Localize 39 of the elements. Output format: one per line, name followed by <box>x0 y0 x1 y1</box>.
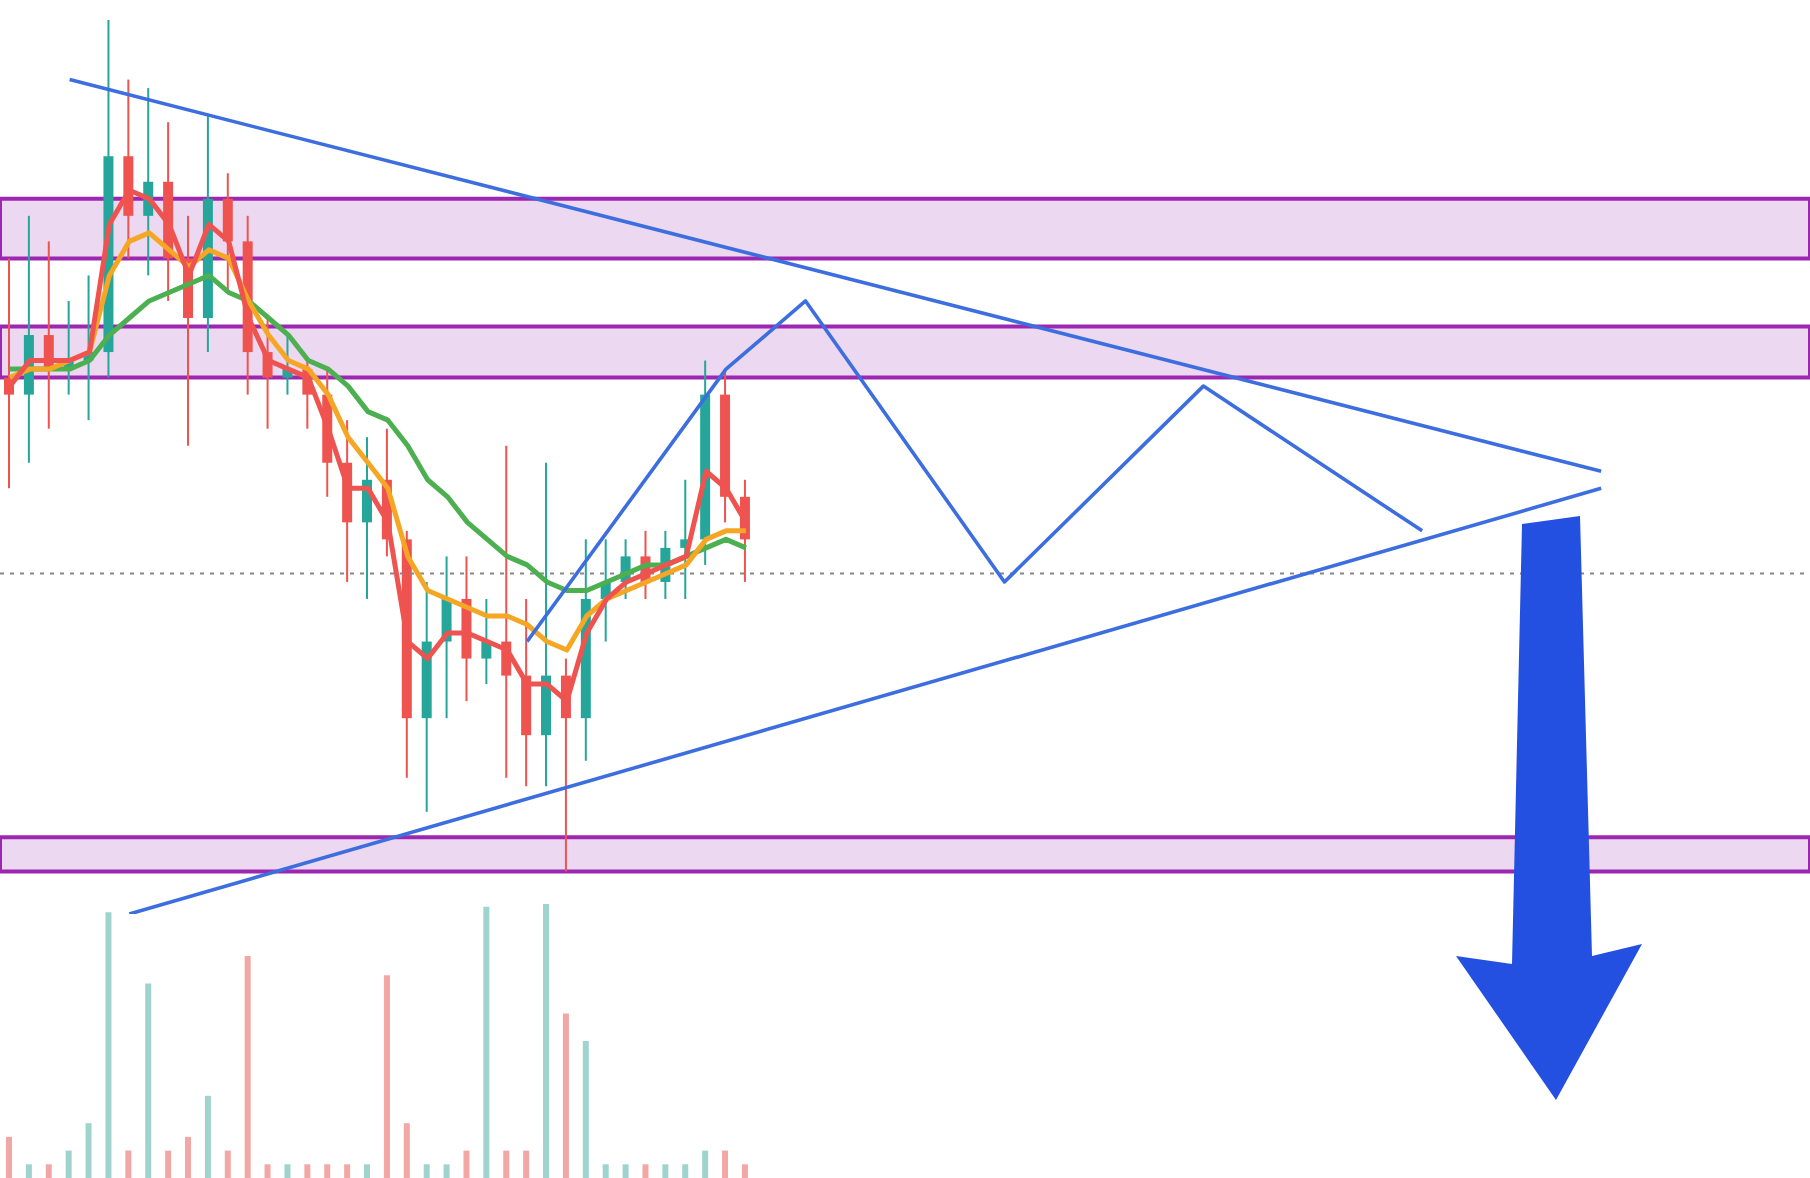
bar <box>85 1123 92 1178</box>
bar <box>423 1164 430 1178</box>
bar <box>662 1164 669 1178</box>
bar <box>602 1164 609 1178</box>
bar <box>344 1164 351 1178</box>
bar <box>145 983 152 1178</box>
bar <box>463 1150 470 1178</box>
bar <box>523 1150 530 1178</box>
bar <box>443 1164 450 1178</box>
bar <box>244 956 251 1178</box>
bar <box>364 1164 371 1178</box>
candlestick <box>481 597 492 686</box>
bar <box>185 1136 192 1178</box>
bar <box>403 1123 410 1178</box>
bar <box>105 912 112 1178</box>
bar <box>741 1164 748 1178</box>
bar <box>543 904 550 1178</box>
bar <box>224 1150 231 1178</box>
bar <box>65 1150 72 1178</box>
bar <box>165 1150 172 1178</box>
bar <box>25 1164 32 1178</box>
bar <box>582 1041 589 1178</box>
bar <box>702 1150 709 1178</box>
bar <box>642 1164 649 1178</box>
bar <box>503 1150 510 1178</box>
bar <box>304 1164 311 1178</box>
bar <box>284 1164 291 1178</box>
bar <box>324 1164 331 1178</box>
bar <box>264 1164 271 1178</box>
bar <box>125 1150 132 1178</box>
bar <box>622 1164 629 1178</box>
bar <box>383 975 390 1178</box>
bar <box>45 1164 52 1178</box>
bar <box>682 1164 689 1178</box>
bar <box>483 906 490 1178</box>
bar <box>562 1013 569 1178</box>
bar <box>204 1095 211 1178</box>
bar <box>6 1136 12 1178</box>
bar <box>722 1150 729 1178</box>
